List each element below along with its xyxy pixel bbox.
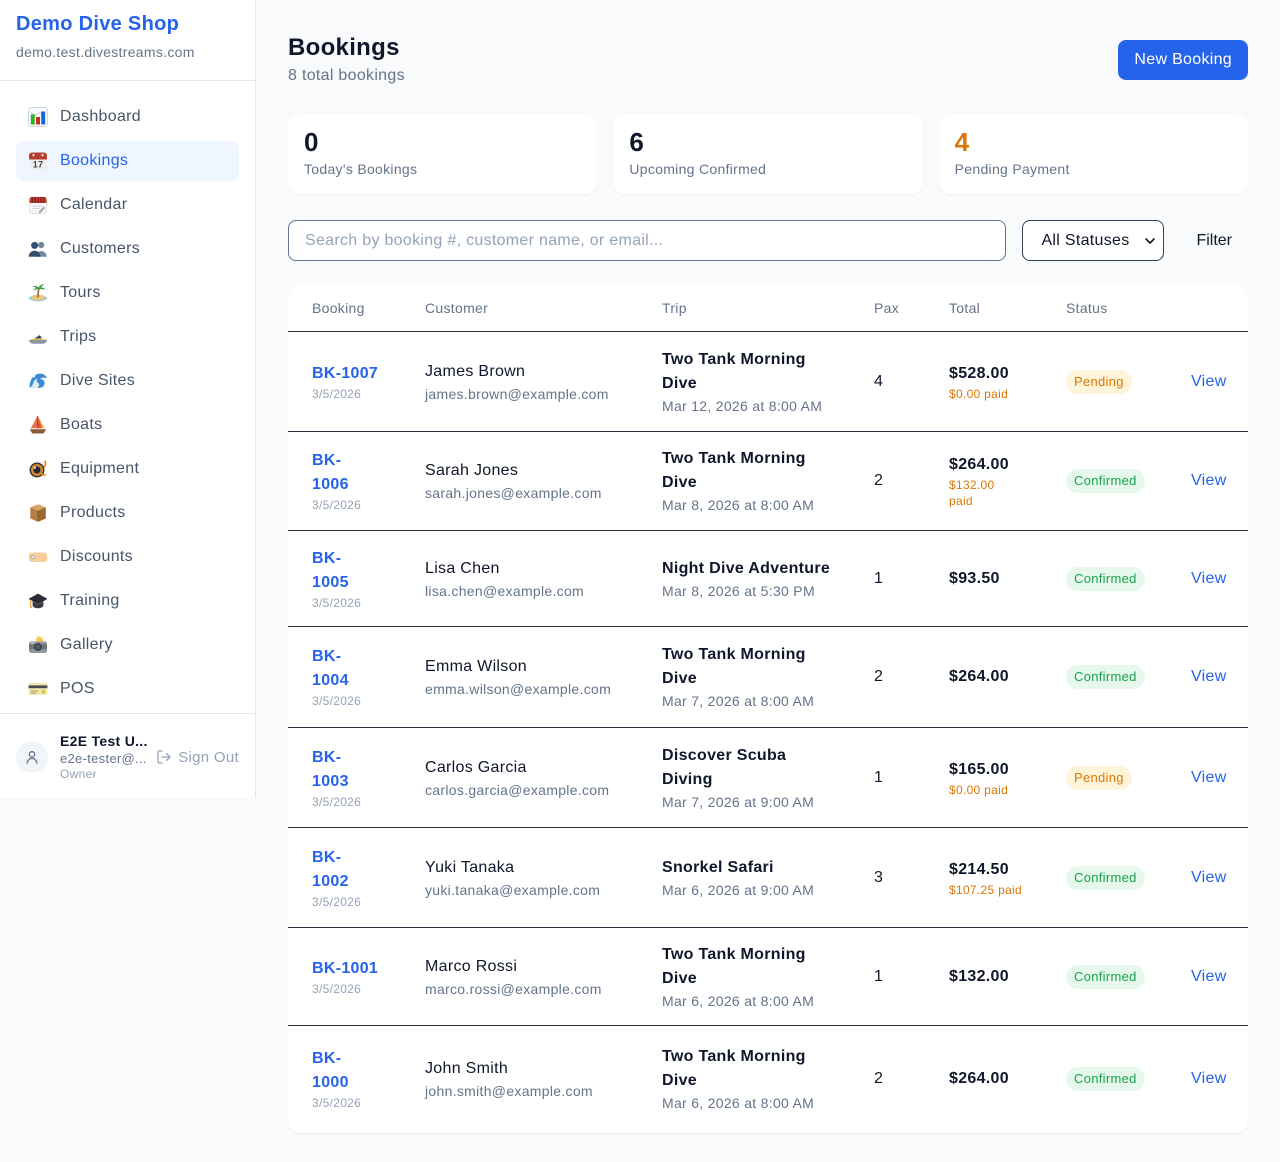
svg-text:17: 17 [33,160,44,170]
